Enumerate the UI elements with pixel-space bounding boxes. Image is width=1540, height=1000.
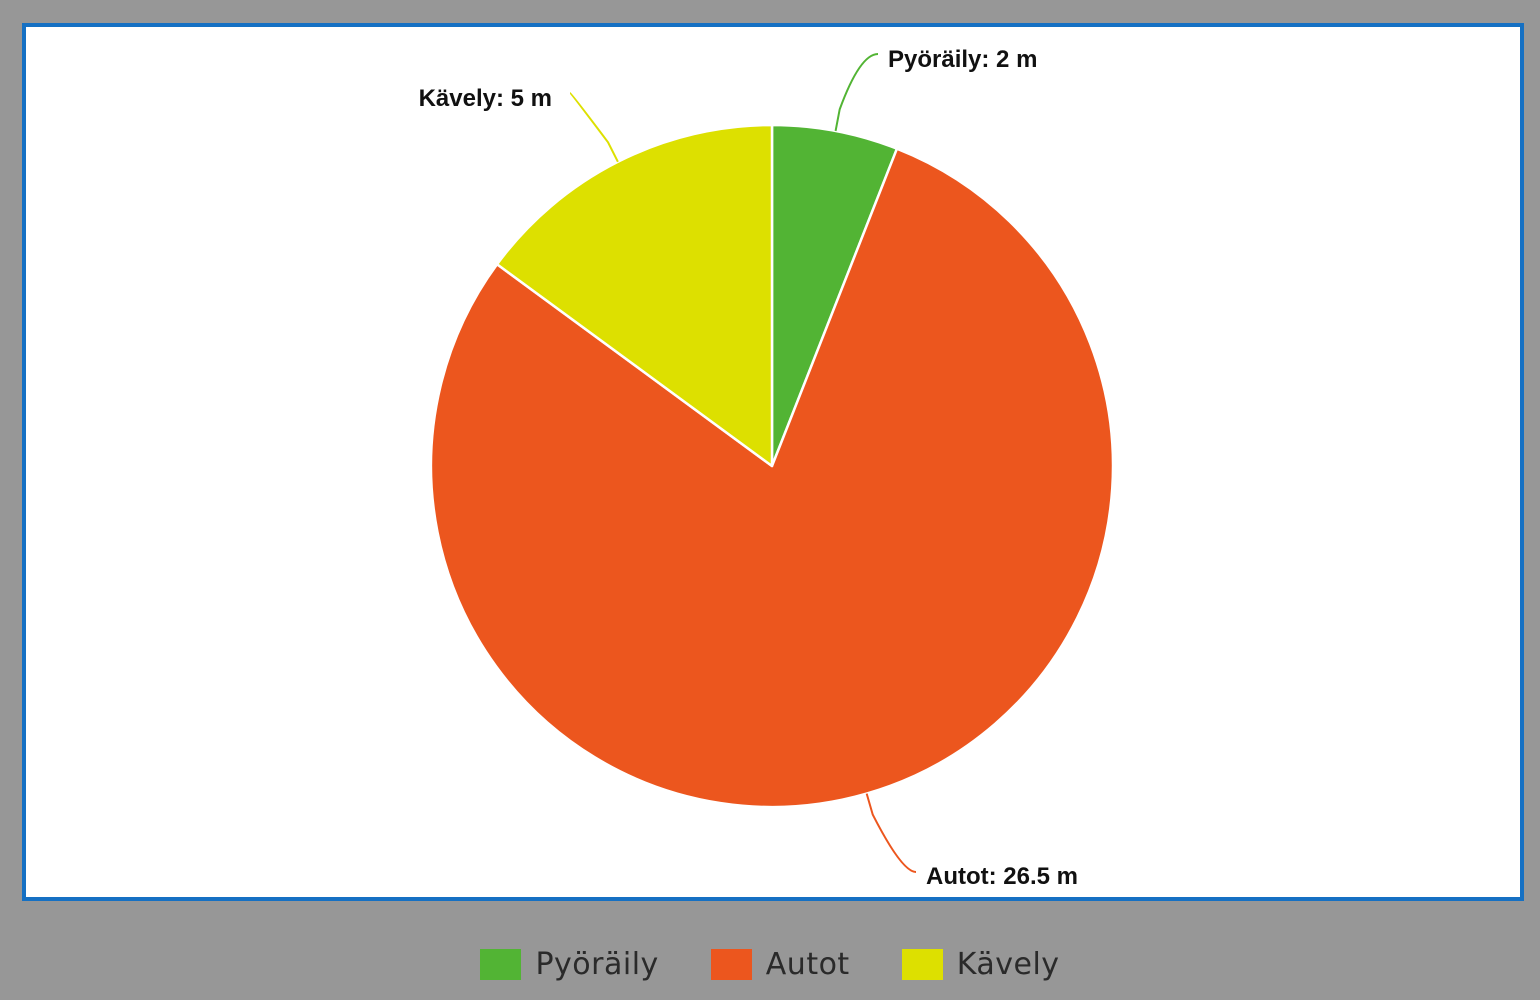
legend-label-kavely: Kävely	[956, 946, 1060, 982]
label-connector-autot	[865, 793, 917, 873]
slice-label-autot: Autot: 26.5 m	[926, 863, 1078, 890]
slice-label-kavely: Kävely: 5 m	[419, 85, 552, 112]
slice-label-pyoraily: Pyöräily: 2 m	[888, 46, 1037, 73]
legend-swatch-autot	[710, 948, 752, 980]
chart-panel: Pyöräily: 2 m Autot: 26.5 m Kävely: 5 m	[22, 23, 1524, 901]
pie-slices	[429, 123, 1115, 809]
pie-labels: Pyöräily: 2 m Autot: 26.5 m Kävely: 5 m	[419, 46, 1078, 890]
label-connector-pyoraily	[834, 53, 879, 132]
legend-item-pyoraily[interactable]: Pyöräily	[480, 947, 658, 982]
pie-chart: Pyöräily: 2 m Autot: 26.5 m Kävely: 5 m	[419, 46, 1115, 890]
legend-item-kavely[interactable]: Kävely	[901, 946, 1060, 982]
pie-slice-kavely[interactable]	[495, 123, 774, 468]
label-connector-kavely	[569, 92, 619, 163]
legend-swatch-pyoraily	[480, 948, 522, 980]
legend-label-autot: Autot	[765, 946, 850, 982]
legend: Pyöräily Autot Kävely	[0, 938, 1540, 990]
pie-slice-autot[interactable]	[429, 147, 1115, 809]
pie-slice-pyoraily[interactable]	[770, 123, 899, 468]
legend-swatch-kavely	[901, 948, 943, 980]
legend-item-autot[interactable]: Autot	[710, 946, 850, 982]
legend-label-pyoraily: Pyöräily	[535, 946, 659, 982]
